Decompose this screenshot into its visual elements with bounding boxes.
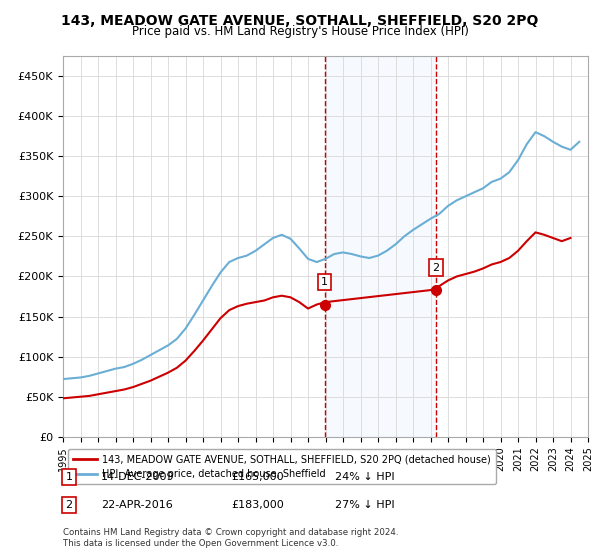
Text: 143, MEADOW GATE AVENUE, SOTHALL, SHEFFIELD, S20 2PQ: 143, MEADOW GATE AVENUE, SOTHALL, SHEFFI… xyxy=(61,14,539,28)
Text: Contains HM Land Registry data © Crown copyright and database right 2024.
This d: Contains HM Land Registry data © Crown c… xyxy=(63,528,398,548)
Text: 2: 2 xyxy=(65,500,73,510)
Text: 14-DEC-2009: 14-DEC-2009 xyxy=(101,472,175,482)
Text: 24% ↓ HPI: 24% ↓ HPI xyxy=(335,472,394,482)
Text: 27% ↓ HPI: 27% ↓ HPI xyxy=(335,500,394,510)
Text: Price paid vs. HM Land Registry's House Price Index (HPI): Price paid vs. HM Land Registry's House … xyxy=(131,25,469,38)
Text: £183,000: £183,000 xyxy=(231,500,284,510)
Text: 22-APR-2016: 22-APR-2016 xyxy=(101,500,173,510)
Text: 1: 1 xyxy=(65,472,73,482)
Text: £165,000: £165,000 xyxy=(231,472,284,482)
Bar xyxy=(325,56,436,437)
Legend: 143, MEADOW GATE AVENUE, SOTHALL, SHEFFIELD, S20 2PQ (detached house), HPI: Aver: 143, MEADOW GATE AVENUE, SOTHALL, SHEFFI… xyxy=(68,449,496,484)
Text: 1: 1 xyxy=(321,277,328,287)
Text: 2: 2 xyxy=(432,263,439,273)
